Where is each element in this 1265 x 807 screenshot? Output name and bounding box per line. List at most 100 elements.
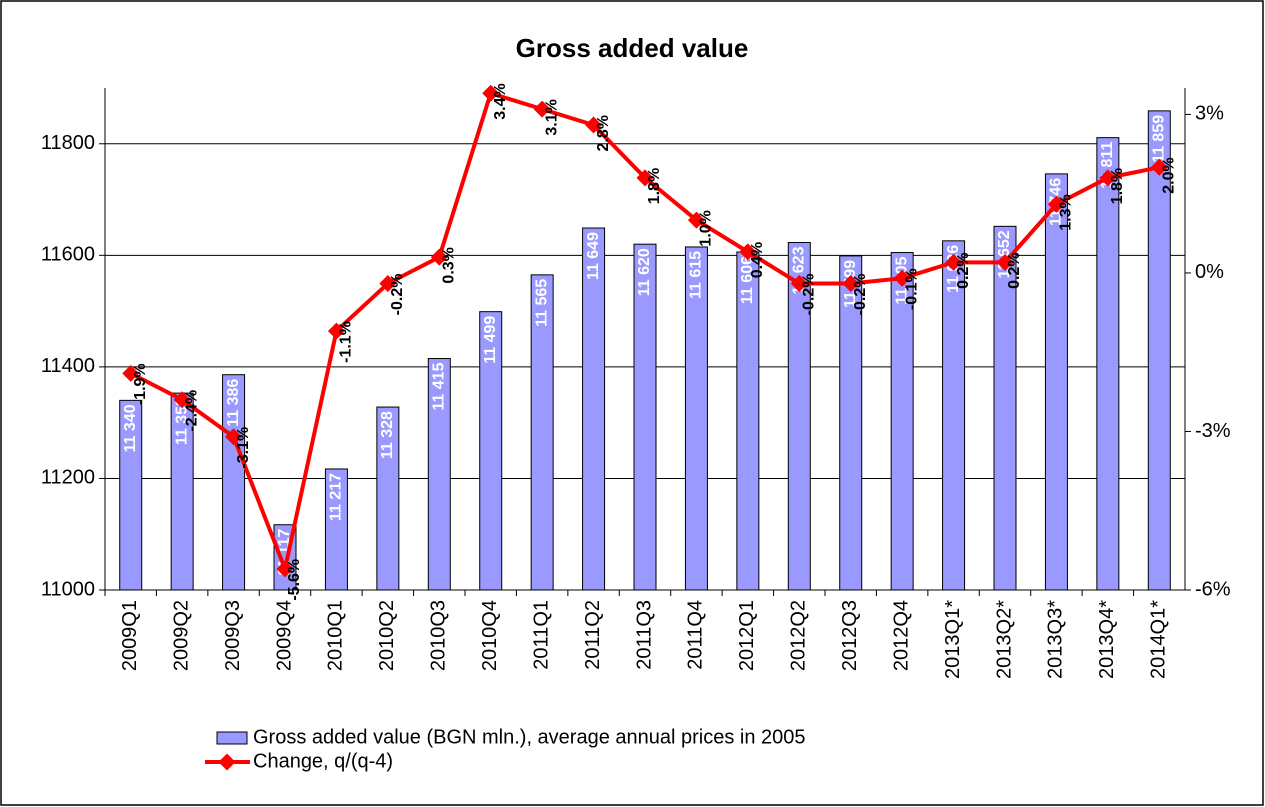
line-value-label: 3.1%: [543, 99, 560, 135]
line-value-label: -3.1%: [235, 427, 252, 469]
x-tick-label: 2012Q4: [890, 600, 912, 671]
line-value-label: 0.2%: [1006, 252, 1023, 288]
bar: [530, 274, 554, 591]
bar-value-label: 11 415: [431, 362, 448, 410]
x-tick-label: 2009Q2: [170, 600, 192, 671]
bar: [1096, 137, 1120, 591]
bar: [633, 243, 657, 591]
x-tick-label: 2012Q1: [736, 600, 758, 671]
line-value-label: -0.2%: [852, 274, 869, 316]
bar: [324, 468, 348, 591]
marker: [739, 243, 757, 261]
marker: [790, 275, 808, 293]
x-tick-label: 2011Q1: [530, 600, 552, 670]
x-tick-label: 2009Q1: [119, 600, 141, 671]
bar: [684, 246, 708, 591]
line-value-label: -0.2%: [389, 274, 406, 316]
y-tick-label: 11800: [41, 132, 95, 154]
bar: [427, 358, 451, 591]
marker: [585, 116, 603, 134]
bar: [993, 225, 1017, 591]
bar-value-label: 11 499: [482, 316, 499, 364]
marker: [430, 248, 448, 266]
x-tick-label: 2014Q1*: [1148, 600, 1170, 679]
bar: [1044, 173, 1068, 591]
line-value-label: 0.2%: [955, 252, 972, 288]
line-value-label: 2.8%: [595, 115, 612, 151]
line-value-label: 3.4%: [492, 83, 509, 119]
bar: [222, 374, 246, 591]
bar: [376, 406, 400, 591]
line-value-label: -2.4%: [183, 390, 200, 432]
legend-label: Gross added value (BGN mln.), average an…: [253, 726, 806, 748]
x-tick-label: 2009Q3: [222, 600, 244, 671]
marker: [482, 84, 500, 102]
bar: [479, 311, 503, 591]
x-tick-label: 2010Q2: [376, 600, 398, 671]
y-tick-label: 11600: [41, 244, 95, 266]
line-value-label: 0.3%: [441, 247, 458, 283]
line-value-label: -1.1%: [338, 321, 355, 363]
bar: [1147, 110, 1171, 591]
marker: [225, 428, 243, 446]
bar-value-label: 11 620: [636, 248, 653, 296]
bar-value-label: 11 117: [276, 529, 293, 576]
y-tick-label: 11000: [41, 578, 95, 600]
bar-value-label: 11 606: [739, 256, 756, 304]
line-value-label: 1.3%: [1058, 194, 1075, 230]
marker: [687, 211, 705, 229]
y-tick-label: 11200: [41, 467, 95, 489]
legend-marker: [218, 753, 236, 771]
bar: [119, 399, 143, 591]
x-tick-label: 2011Q4: [685, 600, 707, 670]
x-tick-label: 2012Q3: [839, 600, 861, 671]
x-tick-label: 2010Q1: [325, 600, 347, 671]
marker: [893, 269, 911, 287]
marker: [533, 100, 551, 118]
marker: [173, 391, 191, 409]
bar: [942, 240, 966, 591]
marker: [996, 253, 1014, 271]
bar-value-label: 11 615: [688, 251, 705, 299]
marker: [636, 169, 654, 187]
bar-value-label: 11 217: [328, 473, 345, 521]
y2-tick-label: -6%: [1195, 578, 1231, 600]
x-tick-label: 2010Q3: [428, 600, 450, 671]
legend-swatch: [216, 731, 248, 745]
marker: [379, 275, 397, 293]
marker: [276, 560, 294, 578]
bar-value-label: 11 565: [533, 279, 550, 327]
bar: [582, 227, 606, 591]
x-tick-label: 2012Q2: [788, 600, 810, 671]
line-value-label: -0.1%: [903, 268, 920, 310]
line-value-label: -1.9%: [132, 363, 149, 405]
bar-value-label: 11 340: [122, 404, 139, 452]
line-value-label: 1.0%: [698, 210, 715, 246]
line-value-label: 2.0%: [1161, 157, 1178, 193]
y2-tick-label: 0%: [1195, 261, 1224, 283]
y2-tick-label: 3%: [1195, 103, 1224, 125]
bar: [787, 242, 811, 591]
bar-value-label: 11 386: [225, 379, 242, 427]
y-tick-label: 11400: [41, 355, 95, 377]
line-value-label: 1.8%: [646, 168, 663, 204]
marker: [945, 253, 963, 271]
chart-title: Gross added value: [516, 33, 749, 63]
x-tick-label: 2013Q3*: [1045, 600, 1067, 679]
bar-value-label: 11 353: [173, 397, 190, 445]
bar: [890, 252, 914, 591]
x-tick-label: 2009Q4: [273, 600, 295, 671]
bar-value-label: 11 859: [1151, 115, 1168, 163]
legend-label: Change, q/(q-4): [253, 750, 393, 772]
x-tick-label: 2011Q2: [582, 600, 604, 670]
x-tick-label: 2010Q4: [479, 600, 501, 671]
x-tick-label: 2013Q2*: [993, 600, 1015, 679]
bar-value-label: 11 649: [585, 232, 602, 280]
line-value-label: 0.4%: [749, 242, 766, 278]
x-tick-label: 2013Q4*: [1096, 600, 1118, 679]
line-value-label: -0.2%: [801, 274, 818, 316]
marker: [327, 322, 345, 340]
marker: [842, 275, 860, 293]
y2-tick-label: -3%: [1195, 420, 1231, 442]
